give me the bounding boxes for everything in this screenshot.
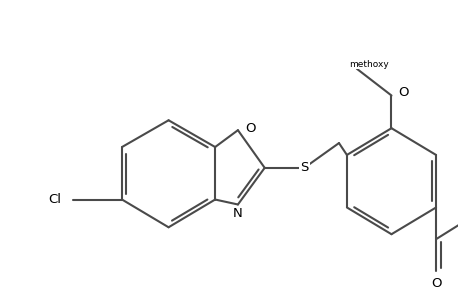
Text: methoxy: methoxy — [348, 60, 388, 69]
Text: S: S — [299, 161, 308, 174]
Text: Cl: Cl — [49, 193, 62, 206]
Text: N: N — [233, 208, 242, 220]
Text: O: O — [244, 122, 255, 135]
Text: O: O — [430, 277, 440, 290]
Text: O: O — [397, 86, 408, 99]
